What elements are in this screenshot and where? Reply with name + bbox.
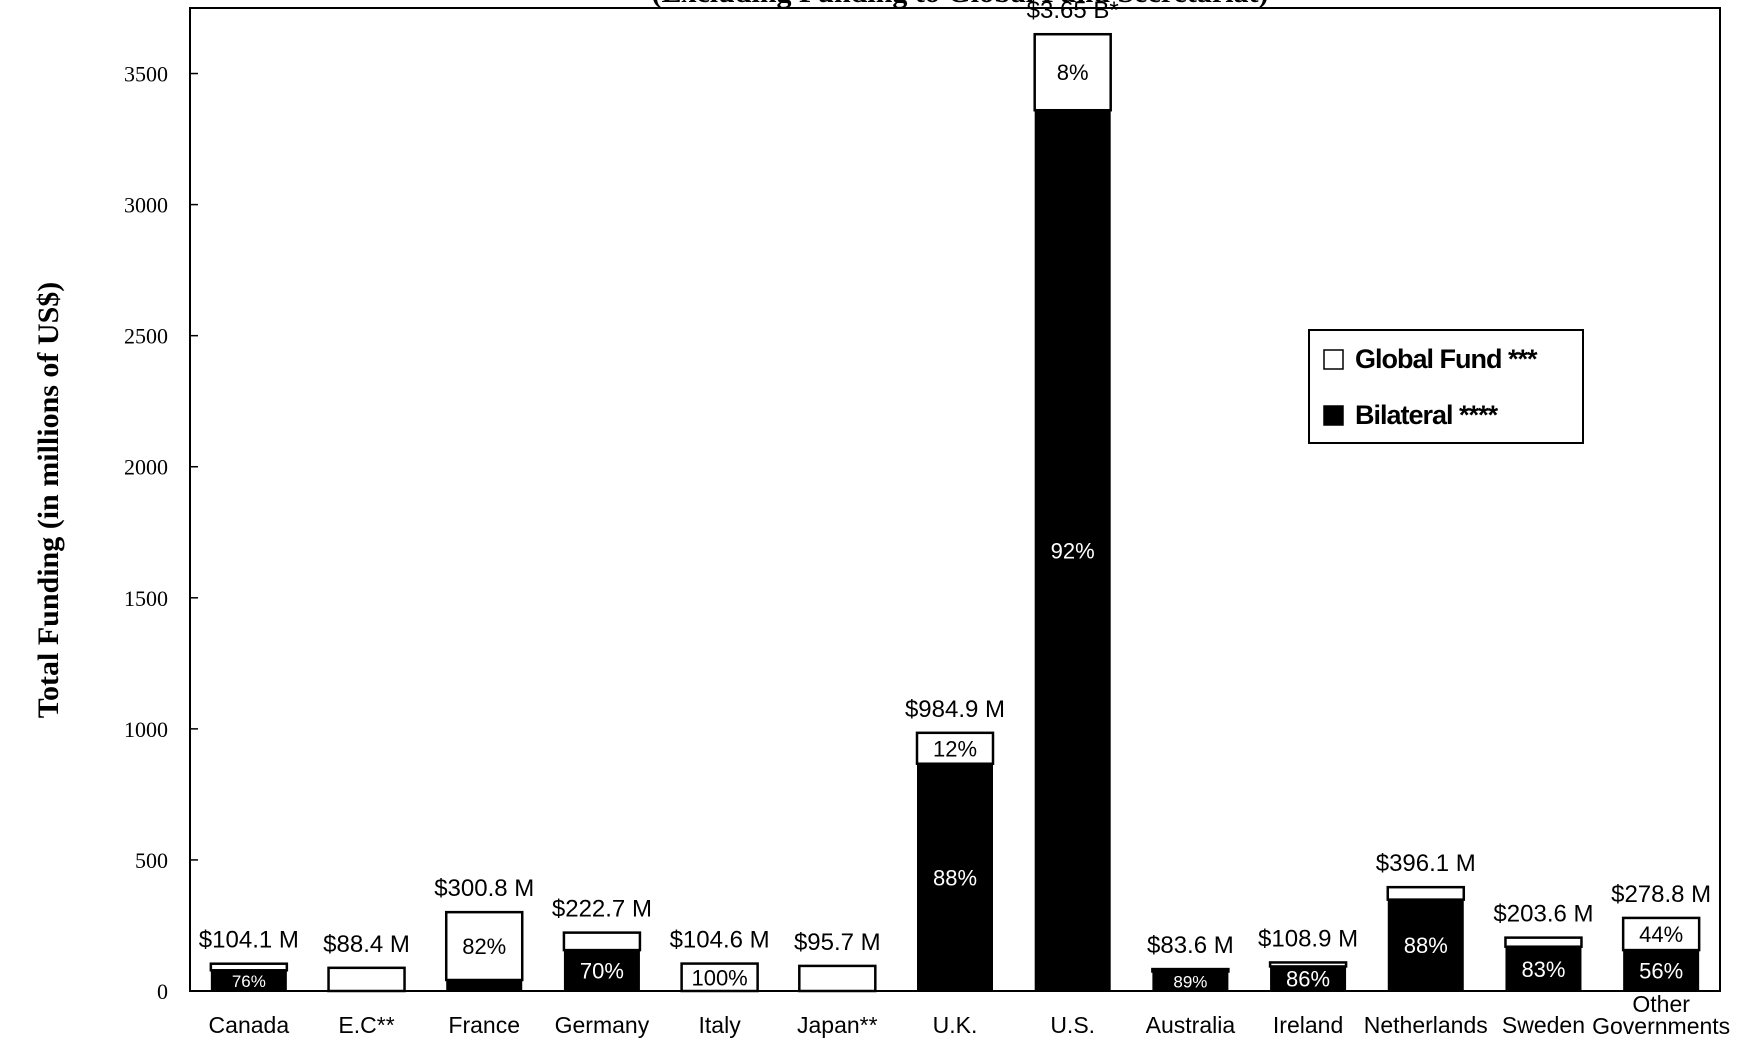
global-fund-pct-label: 44% bbox=[1639, 922, 1683, 947]
bar-total-label: $3.65 B* bbox=[1027, 0, 1119, 24]
y-tick-label: 2000 bbox=[124, 455, 168, 480]
bar-total-label: $88.4 M bbox=[323, 931, 410, 958]
x-tick-label: U.K. bbox=[933, 1012, 978, 1038]
bar-global-fund bbox=[915, 731, 995, 765]
y-tick-label: 2500 bbox=[124, 324, 168, 349]
bar-bilateral bbox=[1505, 946, 1582, 991]
bar-total-label: $83.6 M bbox=[1147, 932, 1234, 959]
x-tick-label: Netherlands bbox=[1364, 1012, 1488, 1038]
y-tick-label: 3000 bbox=[124, 193, 168, 218]
bar-global-fund bbox=[680, 962, 759, 993]
y-tick-label: 3500 bbox=[124, 62, 168, 87]
bar-total-label: $203.6 M bbox=[1493, 901, 1593, 928]
bar-total-label: $95.7 M bbox=[794, 929, 881, 956]
bar-global-fund bbox=[798, 964, 877, 993]
bar-total-label: $108.9 M bbox=[1258, 925, 1358, 952]
bilateral-pct-label: 83% bbox=[1521, 957, 1565, 982]
x-tick-label: Germany bbox=[555, 1012, 650, 1038]
x-tick-label: Italy bbox=[699, 1012, 742, 1038]
x-tick-label: Ireland bbox=[1273, 1012, 1343, 1038]
legend-swatch bbox=[1323, 349, 1344, 370]
global-fund-pct-label: 82% bbox=[462, 934, 506, 959]
x-tick-label: E.C** bbox=[338, 1012, 394, 1038]
bar-bilateral bbox=[210, 970, 287, 991]
bar-total-label: $984.9 M bbox=[905, 696, 1005, 723]
bar-bilateral bbox=[1152, 971, 1229, 991]
global-fund-pct-label: 8% bbox=[1057, 60, 1089, 85]
y-axis-ticks: 0 500 1000 1500 2000 2500 3000 3500 bbox=[124, 62, 198, 1004]
legend-label: Global Fund *** bbox=[1355, 344, 1538, 374]
bars-group: 76% $104.1 M $88.4 M 82% $300.8 M 70% $222.7 M… bbox=[199, 0, 1711, 993]
x-axis-labels: Canada E.C** France Germany Italy Japan** U.K.… bbox=[209, 991, 1731, 1039]
y-axis-label: Total Funding (in millions of US$) bbox=[32, 282, 65, 719]
bar-total-label: $222.7 M bbox=[552, 896, 652, 923]
bilateral-pct-label: 88% bbox=[933, 865, 977, 890]
bar-total-label: $104.1 M bbox=[199, 927, 299, 954]
bar-bilateral bbox=[1270, 966, 1347, 991]
x-tick-label: Canada bbox=[209, 1012, 290, 1038]
bar-bilateral bbox=[917, 763, 993, 991]
bar-total-label: $104.6 M bbox=[670, 927, 770, 954]
bilateral-pct-label: 88% bbox=[1404, 933, 1448, 958]
bar-total-label: $300.8 M bbox=[434, 875, 534, 902]
bar-total-label: $278.8 M bbox=[1611, 881, 1711, 908]
bilateral-pct-label: 70% bbox=[580, 958, 624, 983]
legend-swatch bbox=[1323, 405, 1344, 426]
bar-global-fund bbox=[327, 966, 406, 993]
x-tick-label: France bbox=[448, 1012, 520, 1038]
bar-global-fund bbox=[1504, 936, 1583, 948]
bar-global-fund bbox=[444, 910, 524, 982]
legend-box bbox=[1308, 329, 1584, 444]
y-tick-label: 1500 bbox=[124, 586, 168, 611]
y-tick-label: 500 bbox=[135, 848, 168, 873]
y-tick-label: 0 bbox=[157, 979, 168, 1004]
bar-global-fund bbox=[562, 931, 642, 952]
bar-bilateral bbox=[1387, 899, 1464, 991]
bar-global-fund bbox=[1268, 961, 1348, 968]
x-tick-label: Sweden bbox=[1502, 1012, 1585, 1038]
global-fund-pct-label: 12% bbox=[933, 736, 977, 761]
bar-bilateral bbox=[446, 979, 523, 991]
global-fund-pct-label: 100% bbox=[691, 965, 747, 990]
bar-bilateral bbox=[563, 950, 640, 991]
bilateral-pct-label: 56% bbox=[1639, 958, 1683, 983]
x-tick-label: Australia bbox=[1146, 1012, 1236, 1038]
bar-global-fund bbox=[1033, 32, 1112, 112]
bar-bilateral bbox=[1623, 950, 1700, 991]
bilateral-pct-label: 92% bbox=[1051, 539, 1095, 564]
x-tick-label: U.S. bbox=[1050, 1012, 1095, 1038]
chart-title: (Excluding Funding to Global Fund Secret… bbox=[651, 0, 1268, 9]
bar-global-fund bbox=[1621, 916, 1701, 952]
bar-bilateral bbox=[1034, 110, 1111, 992]
x-tick-label: Other Governments bbox=[1592, 991, 1730, 1039]
bar-global-fund bbox=[209, 962, 289, 972]
bilateral-pct-label: 89% bbox=[1173, 972, 1207, 991]
y-tick-label: 1000 bbox=[124, 717, 168, 742]
x-tick-label: Japan** bbox=[797, 1012, 878, 1038]
legend: Global Fund *** Bilateral **** bbox=[1308, 329, 1584, 444]
legend-label: Bilateral **** bbox=[1355, 400, 1499, 430]
bar-global-fund bbox=[1386, 885, 1466, 901]
bilateral-pct-label: 76% bbox=[232, 972, 266, 991]
bar-global-fund bbox=[1151, 967, 1230, 973]
bar-total-label: $396.1 M bbox=[1376, 850, 1476, 877]
bilateral-pct-label: 86% bbox=[1286, 967, 1330, 992]
